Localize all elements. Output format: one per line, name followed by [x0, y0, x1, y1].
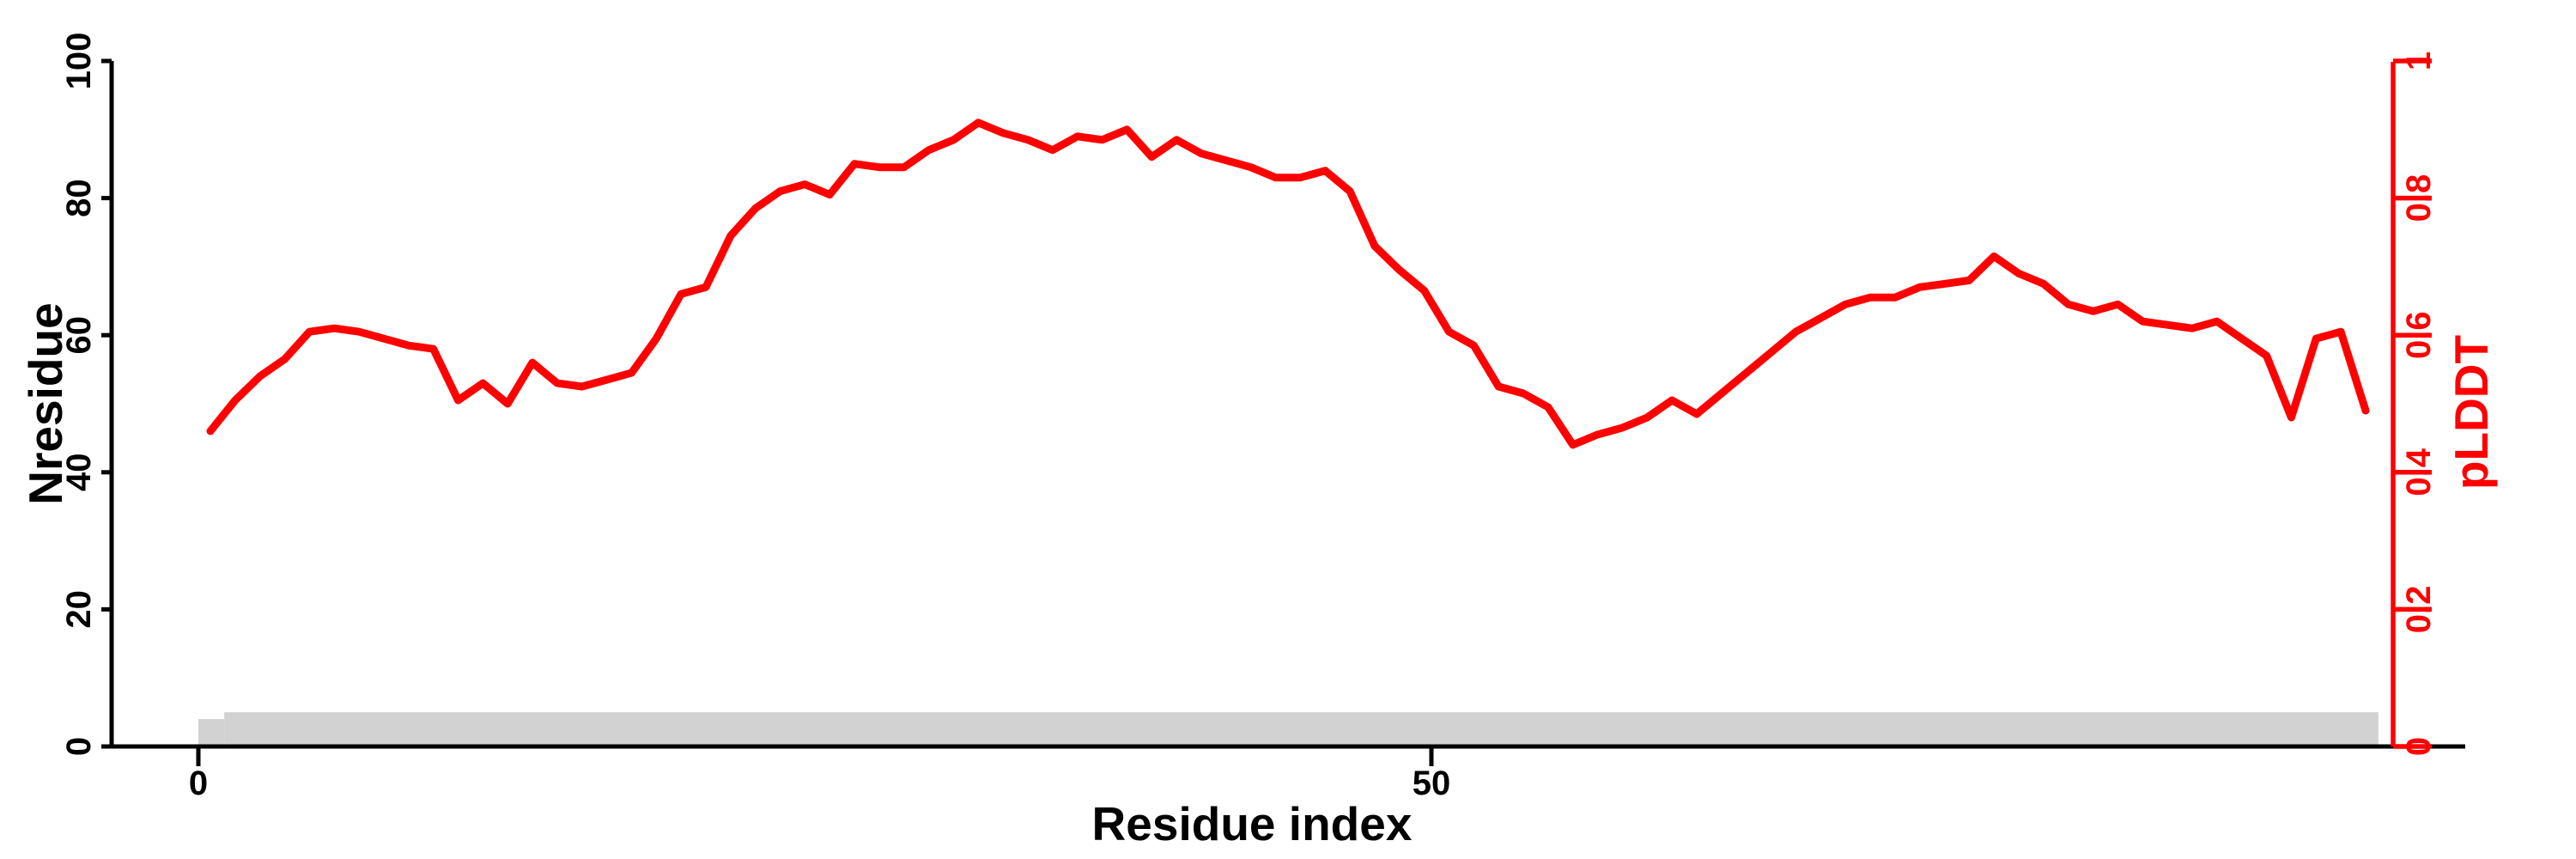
- left-tick-label: 0: [60, 737, 98, 756]
- right-tick-label: 0.8: [2400, 174, 2438, 222]
- nresidue-bar-segment: [198, 719, 225, 746]
- plddt-line: [206, 119, 2370, 449]
- x-axis-ticks: 0 50: [189, 746, 1450, 802]
- right-axis-ticks: 0 0.2 0.4 0.6 0.8 1: [2393, 52, 2438, 756]
- left-tick-label: 40: [60, 454, 98, 492]
- right-tick-label: 0.2: [2400, 586, 2438, 634]
- x-axis-title: Residue index: [1092, 797, 1413, 850]
- left-axis-title: Nresidue: [19, 302, 72, 504]
- right-tick-label: 1: [2400, 52, 2438, 70]
- left-tick-label: 80: [60, 179, 98, 217]
- x-tick-label: 50: [1413, 765, 1451, 802]
- right-tick-label: 0.6: [2400, 311, 2438, 359]
- left-tick-label: 60: [60, 316, 98, 355]
- right-axis-title: pLDDT: [2445, 335, 2498, 490]
- nresidue-bar-segment: [224, 712, 2379, 746]
- right-tick-label: 0.4: [2400, 448, 2438, 496]
- x-tick-label: 0: [189, 765, 208, 802]
- left-tick-label: 100: [60, 33, 98, 90]
- left-tick-label: 20: [60, 590, 98, 629]
- nresidue-bars: [198, 712, 2379, 746]
- right-tick-label: 0: [2400, 737, 2438, 756]
- left-axis-ticks: 0 20 40 60 80 100: [60, 33, 112, 756]
